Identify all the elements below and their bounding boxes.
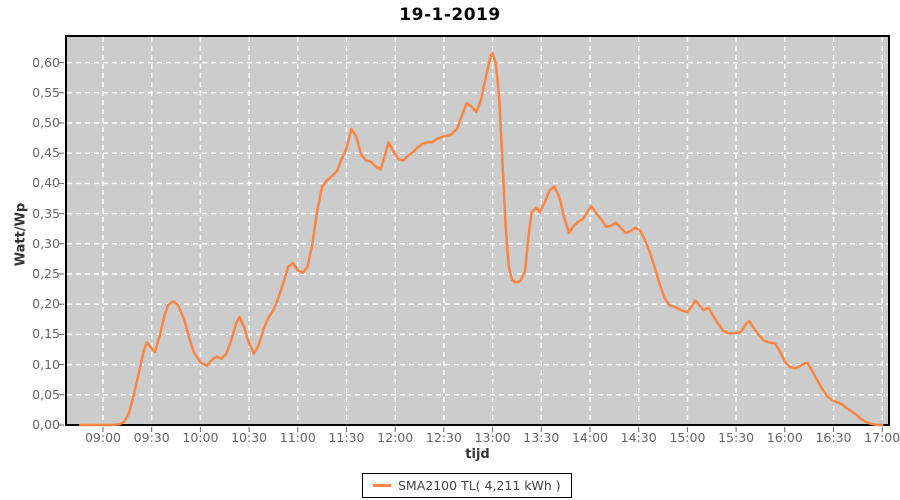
x-tick-label: 12:00 <box>377 430 414 445</box>
x-tick-label: 14:30 <box>620 430 657 445</box>
y-tick-label: 0,40 <box>32 175 60 191</box>
legend: SMA2100 TL( 4,211 kWh ) <box>362 473 572 498</box>
y-tick-label: 0,10 <box>32 356 60 372</box>
plot-border <box>65 35 890 426</box>
chart-title: 19-1-2019 <box>399 5 501 25</box>
y-tick-label: 0,30 <box>32 235 60 251</box>
legend-label: SMA2100 TL( 4,211 kWh ) <box>398 478 561 493</box>
y-tick-label: 0,50 <box>32 115 60 130</box>
plot-background <box>66 36 889 425</box>
x-tick-label: 12:30 <box>425 430 462 445</box>
y-tick-label: 0,45 <box>32 145 60 161</box>
x-tick-label: 15:00 <box>669 430 706 445</box>
x-tick-label: 09:00 <box>84 430 122 445</box>
x-tick-label: 16:30 <box>815 430 852 445</box>
y-tick-label: 0,15 <box>32 326 60 342</box>
y-tick-label: 0,25 <box>32 266 60 281</box>
x-tick-label: 15:30 <box>718 430 755 445</box>
y-tick-label: 0,05 <box>32 386 60 402</box>
x-tick-label: 09:30 <box>133 430 170 445</box>
y-tick-label: 0,35 <box>32 205 60 221</box>
legend-line-swatch <box>373 484 391 487</box>
x-tick-label: 13:30 <box>523 430 560 445</box>
y-tick-label: 0,55 <box>32 84 60 100</box>
x-tick-label: 10:30 <box>231 430 268 445</box>
x-axis-title: tijd <box>465 447 490 462</box>
x-tick-label: 16:00 <box>766 430 803 445</box>
series-line <box>79 52 884 427</box>
y-tick-label: 0,60 <box>32 54 60 70</box>
x-tick-label: 11:00 <box>279 430 316 445</box>
x-tick-label: 10:00 <box>182 430 219 445</box>
x-tick-label: 17:00 <box>864 430 900 445</box>
x-tick-label: 11:30 <box>328 430 365 445</box>
y-tick-label: 0,00 <box>32 417 60 432</box>
x-tick-label: 13:00 <box>474 430 511 445</box>
x-tick-label: 14:00 <box>571 430 609 445</box>
y-tick-label: 0,20 <box>32 296 60 312</box>
